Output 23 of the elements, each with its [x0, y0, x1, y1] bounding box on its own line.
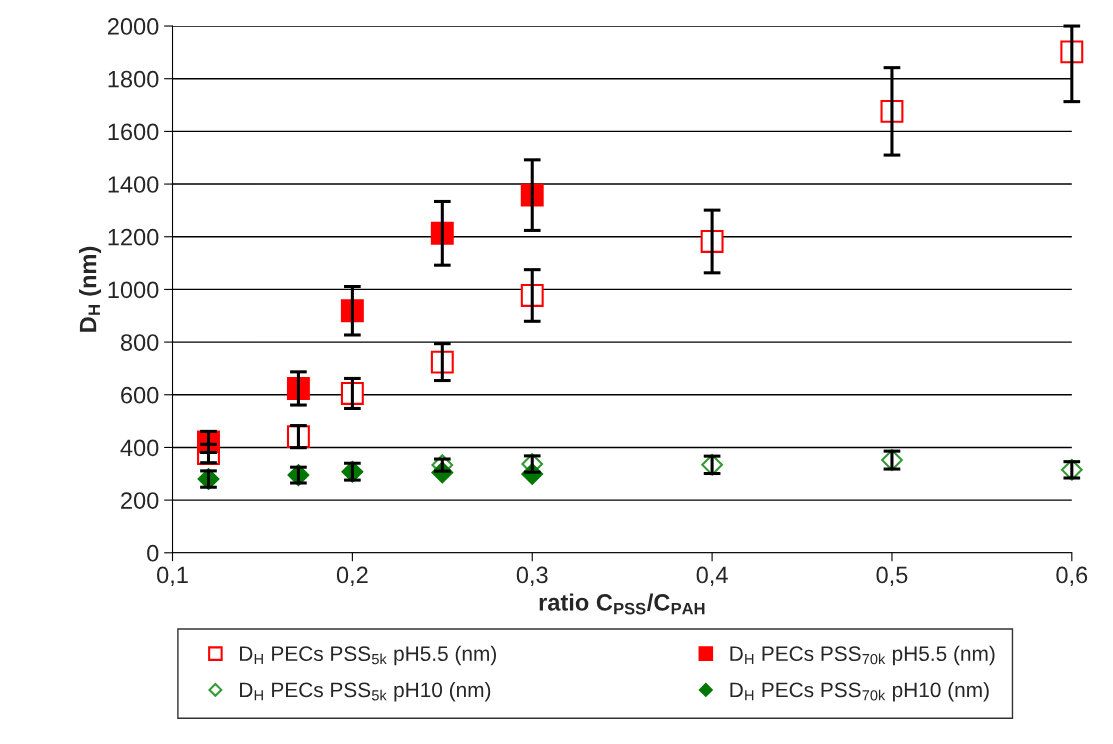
legend-label: D$_{H}$ PECs PSS$_{5k}$ pH5.5 (nm): [240, 645, 496, 666]
x-tick-label: 0,5: [876, 566, 908, 587]
y-tick-label: 1800: [108, 70, 159, 88]
x-tick-label: 0,2: [336, 566, 368, 587]
y-axis-title: D$_{H}$ (nm): [79, 246, 102, 332]
y-tick-label: 600: [121, 386, 159, 404]
y-tick-label: 1600: [108, 123, 159, 141]
y-tick-label: 1400: [108, 176, 159, 193]
x-tick-label: 0,1: [157, 566, 188, 587]
y-tick-label: 1200: [108, 228, 159, 246]
legend-label: D$_{H}$ PECs PSS$_{70k}$ pH5.5 (nm): [730, 645, 995, 666]
x-tick-label: 0,6: [1056, 566, 1088, 587]
legend-label: D$_{H}$ PECs PSS$_{70k}$ pH10 (nm): [730, 681, 989, 702]
y-tick-label: 2000: [107, 18, 159, 35]
x-tick-label: 0,3: [516, 566, 548, 587]
y-tick-label: 1000: [108, 281, 159, 299]
legend-label: D$_{H}$ PECs PSS$_{5k}$ pH10 (nm): [240, 681, 491, 702]
y-tick-label: 400: [120, 439, 159, 457]
y-tick-label: 200: [121, 492, 159, 509]
x-tick-label: 0,4: [696, 566, 728, 587]
y-tick-label: 800: [120, 334, 159, 351]
x-axis-title: ratio C$_{PSS}$/C$_{PAH}$: [539, 593, 705, 615]
y-tick-label: 0: [147, 544, 159, 562]
